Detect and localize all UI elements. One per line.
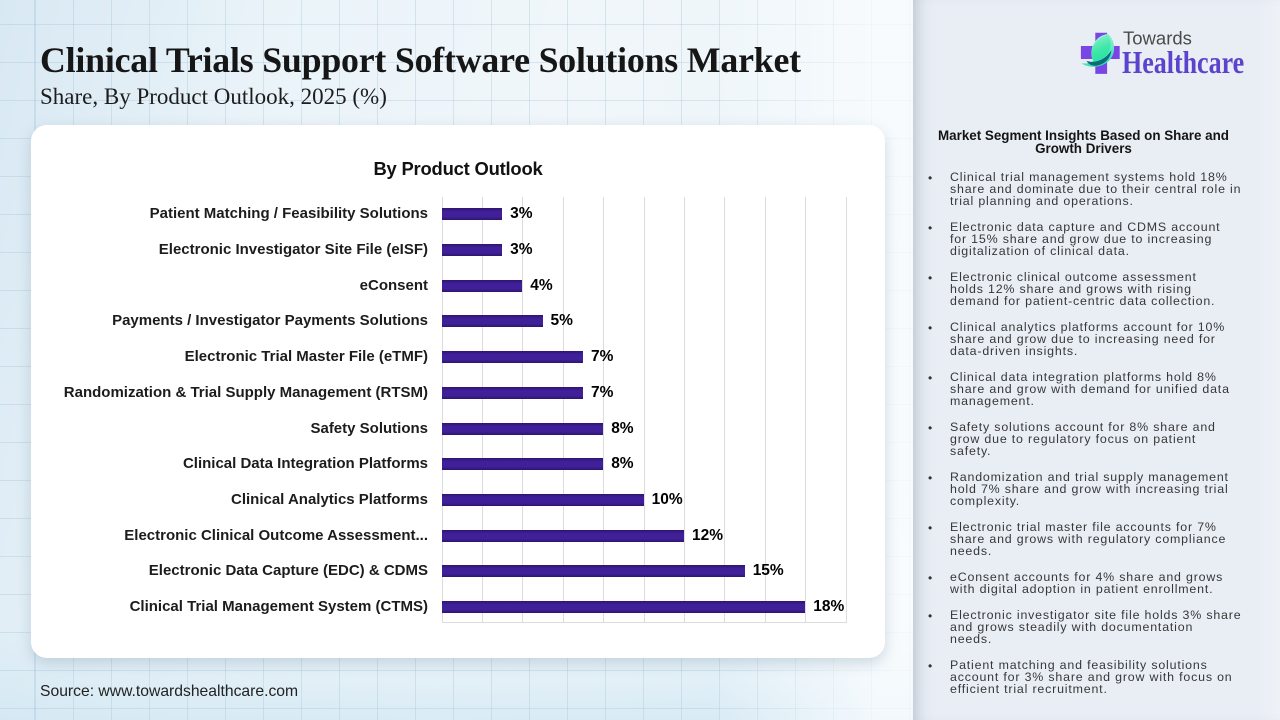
svg-text:Healthcare: Healthcare — [1122, 46, 1244, 81]
svg-text:Towards: Towards — [1123, 28, 1192, 49]
